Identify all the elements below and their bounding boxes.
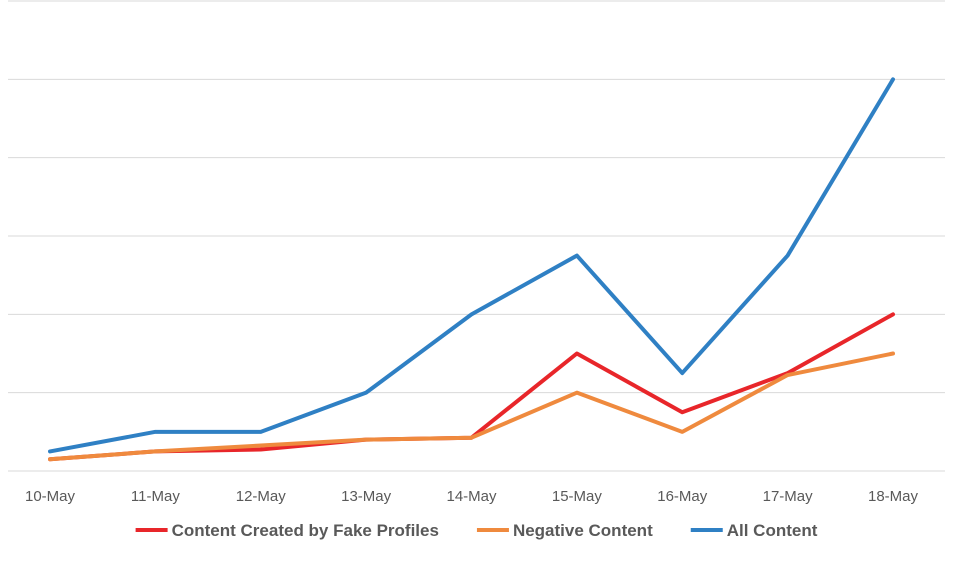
series-lines [48, 77, 895, 462]
x-tick-label: 14-May [446, 488, 497, 505]
x-tick-label: 11-May [131, 488, 180, 505]
gridlines [8, 0, 945, 472]
series-line-all-content [48, 77, 895, 454]
x-tick-label: 13-May [341, 488, 392, 505]
x-tick-label: 16-May [657, 488, 708, 505]
legend-label-content-created-by-fake-profiles: Content Created by Fake Profiles [172, 521, 439, 540]
x-axis-tick-labels: 10-May 11-May 12-May 13-May 14-May 15-May 16-M… [25, 488, 919, 505]
legend: Content Created by Fake Profiles Negative… [135, 521, 818, 540]
x-tick-label: 17-May [763, 488, 814, 505]
x-tick-label: 18-May [868, 488, 919, 505]
x-tick-label: 15-May [552, 488, 603, 505]
legend-label-all-content: All Content [727, 521, 818, 540]
x-tick-label: 10-May [25, 488, 76, 505]
x-tick-label: 12-May [236, 488, 287, 505]
series-line-negative-content [48, 351, 895, 462]
legend-label-negative-content: Negative Content [513, 521, 653, 540]
